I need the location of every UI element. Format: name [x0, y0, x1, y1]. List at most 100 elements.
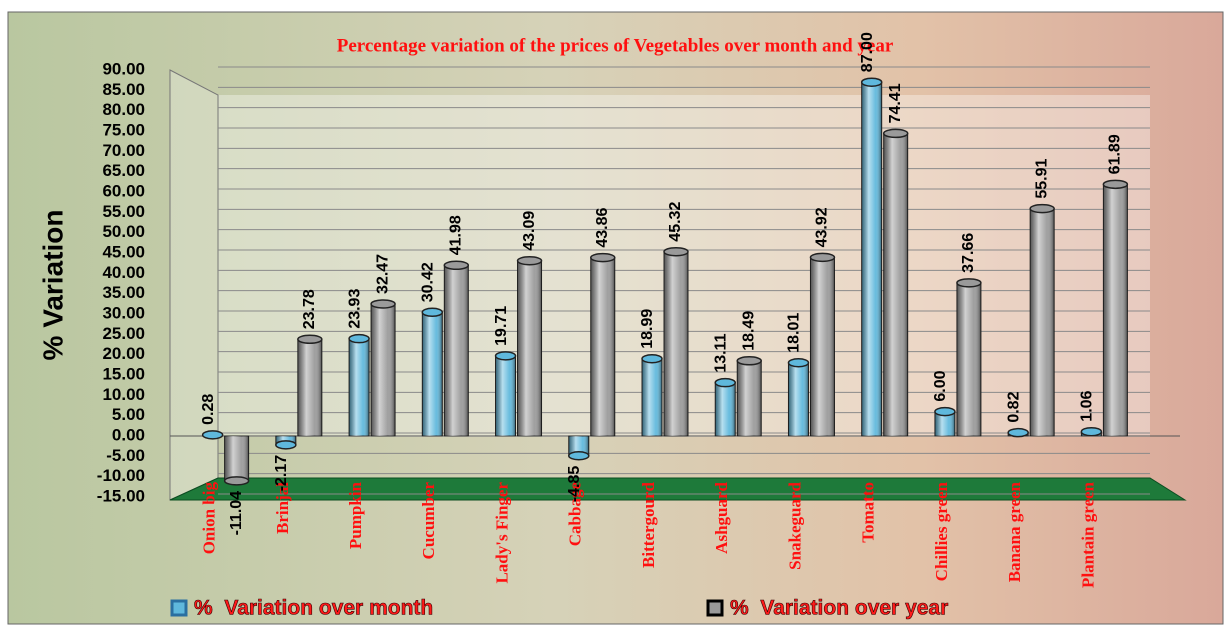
y-tick-label: 35.00 [102, 283, 145, 302]
y-tick-label: -15.00 [97, 486, 145, 505]
data-label: 45.32 [667, 202, 684, 242]
data-label: 18.01 [786, 313, 803, 353]
data-label: 41.98 [448, 215, 465, 255]
bar-cap [810, 253, 834, 261]
y-tick-label: -10.00 [97, 466, 145, 485]
bar-cap [276, 441, 296, 449]
bar-cap [371, 300, 395, 308]
x-tick-label: Snakeguard [785, 481, 804, 569]
x-tick-label: Ashguard [712, 481, 731, 553]
bar-cap [203, 431, 223, 439]
data-label: 61.89 [1107, 134, 1124, 174]
bar-cap [664, 248, 688, 256]
y-tick-label: 40.00 [102, 263, 145, 282]
bar-cap [884, 129, 908, 137]
x-tick-label: Lady's Finger [492, 482, 511, 584]
y-tick-label: 55.00 [102, 202, 145, 221]
data-label: 23.78 [301, 289, 318, 329]
y-tick-label: 5.00 [112, 405, 145, 424]
bar-shade [371, 304, 395, 436]
bar-shade [298, 339, 322, 436]
bar-cap [518, 257, 542, 265]
bar-cap [935, 408, 955, 416]
bar-cap [737, 357, 761, 365]
data-label: 18.99 [639, 309, 656, 349]
y-tick-label: 20.00 [102, 344, 145, 363]
data-label: 30.42 [420, 262, 437, 302]
y-tick-label: 25.00 [102, 324, 145, 343]
bar-cap [788, 359, 808, 367]
bar-cap [298, 335, 322, 343]
data-label: 23.93 [346, 289, 363, 329]
legend-label: % Variation over month [194, 597, 433, 620]
bar-shade [957, 283, 981, 436]
x-tick-label: Onion big [200, 482, 219, 555]
bar-shade [642, 359, 662, 436]
data-label: 6.00 [932, 370, 949, 401]
data-label: 55.91 [1033, 158, 1050, 198]
bar-cap [1103, 180, 1127, 188]
bar-cap [225, 477, 249, 485]
y-tick-label: 15.00 [102, 364, 145, 383]
bar-shade [349, 339, 369, 436]
y-tick-label: -5.00 [106, 446, 145, 465]
floor [170, 478, 1185, 500]
bar-shade [1103, 184, 1127, 436]
chart-title: Percentage variation of the prices of Ve… [337, 35, 894, 56]
data-label: 18.49 [740, 311, 757, 351]
x-tick-label: Tomatto [859, 482, 878, 543]
data-label: 13.11 [712, 333, 729, 372]
bar-cap [349, 335, 369, 343]
bar-shade [591, 258, 615, 436]
data-label: 87.00 [859, 32, 876, 72]
y-tick-label: 90.00 [102, 59, 145, 78]
data-label: 43.09 [521, 211, 538, 251]
y-tick-label: 10.00 [102, 385, 145, 404]
x-tick-label: Plantain green [1078, 481, 1097, 587]
y-tick-label: 70.00 [102, 141, 145, 160]
x-tick-label: Bittergourd [639, 481, 658, 567]
legend-label: % Variation over year [730, 597, 948, 620]
bar-shade [496, 356, 516, 436]
y-tick-label: 85.00 [102, 80, 145, 99]
bar-cap [1081, 428, 1101, 436]
bar-cap [444, 261, 468, 269]
bar-shade [810, 257, 834, 436]
chart: Percentage variation of the prices of Ve… [0, 0, 1231, 628]
bar-shade [884, 133, 908, 436]
bar-cap [1008, 429, 1028, 437]
bar-shade [788, 363, 808, 436]
bar-cap [569, 452, 589, 460]
y-tick-label: 50.00 [102, 222, 145, 241]
data-label: 0.28 [200, 394, 217, 425]
bar-cap [715, 379, 735, 387]
bar-shade [422, 312, 442, 436]
bar-cap [862, 78, 882, 86]
bar-cap [591, 254, 615, 262]
data-label: -4.85 [566, 466, 583, 503]
bar-shade [862, 82, 882, 436]
y-tick-label: 75.00 [102, 120, 145, 139]
x-tick-label: Banana green [1005, 481, 1024, 582]
bar-shade [225, 436, 249, 481]
bar-shade [444, 265, 468, 436]
data-label: 0.82 [1005, 391, 1022, 422]
bar-cap [1030, 205, 1054, 213]
data-label: 32.47 [374, 254, 391, 294]
data-label: 43.86 [594, 207, 611, 247]
bar-cap [496, 352, 516, 360]
y-tick-label: 0.00 [112, 425, 145, 444]
bar-cap [957, 279, 981, 287]
x-tick-label: Chillies green [932, 481, 951, 581]
bar-cap [642, 355, 662, 363]
y-tick-label: 80.00 [102, 100, 145, 119]
legend-swatch [172, 601, 186, 615]
bar-shade [715, 383, 735, 436]
y-tick-label: 65.00 [102, 161, 145, 180]
bar-shade [1030, 209, 1054, 436]
data-label: 74.41 [887, 83, 904, 123]
data-label: -11.04 [228, 491, 245, 536]
y-axis-title: % Variation [37, 210, 68, 361]
data-label: 19.71 [493, 306, 510, 346]
data-label: 1.06 [1079, 390, 1096, 421]
